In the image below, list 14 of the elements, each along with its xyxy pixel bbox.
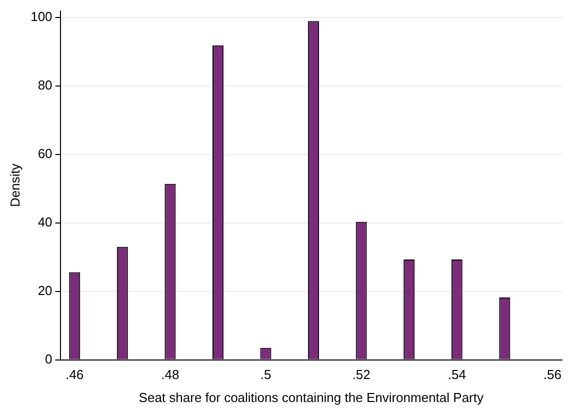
- x-tick-label: .5: [260, 367, 272, 382]
- x-tick-label: .52: [352, 367, 370, 382]
- x-tick-label: .48: [161, 367, 180, 382]
- y-tick-label: 100: [30, 9, 52, 24]
- y-tick-label: 80: [38, 78, 52, 93]
- y-axis-title: Density: [7, 163, 22, 207]
- x-tick-label: .54: [448, 367, 466, 382]
- x-tick-label: .56: [543, 367, 562, 382]
- x-axis-title: Seat share for coalitions containing the Environmental Party: [138, 390, 484, 405]
- x-tick-label: .46: [66, 367, 84, 382]
- y-tick-label: 20: [38, 282, 52, 298]
- y-tick-label: 0: [45, 351, 52, 366]
- y-tick-label: 40: [38, 214, 52, 230]
- y-tick-label: 60: [38, 146, 52, 162]
